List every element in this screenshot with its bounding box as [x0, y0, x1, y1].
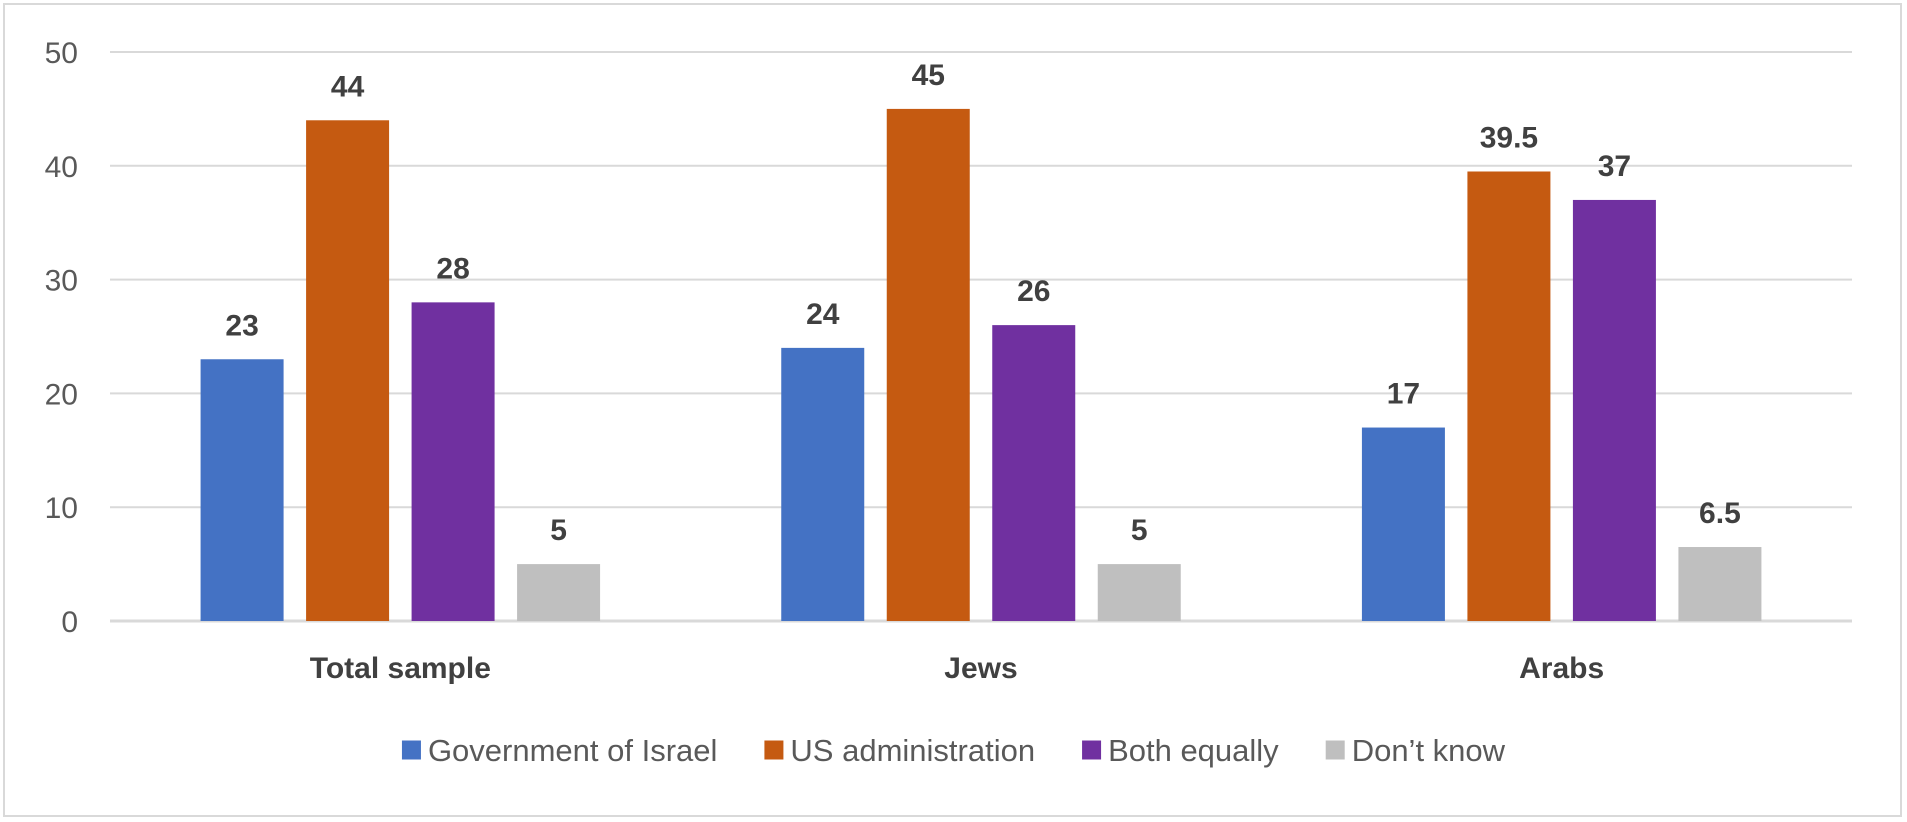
y-tick-label: 30 [45, 265, 78, 298]
x-category-label: Arabs [1519, 652, 1604, 685]
bar [1572, 199, 1656, 621]
bar [1678, 547, 1762, 621]
y-tick-label: 10 [45, 492, 78, 525]
y-tick-label: 0 [61, 606, 78, 639]
data-label: 5 [550, 514, 567, 547]
x-category-label: Jews [944, 652, 1017, 685]
legend-swatch [401, 740, 421, 760]
x-axis-categories: Total sample Jews Arabs [310, 652, 1604, 685]
bar [781, 347, 865, 621]
bar [1361, 427, 1445, 621]
legend-label: Government of Israel [428, 733, 717, 768]
bar [1097, 564, 1181, 621]
y-tick-label: 40 [45, 151, 78, 184]
bar [1467, 171, 1551, 622]
legend-swatch [1082, 740, 1102, 760]
bar [992, 325, 1076, 621]
data-label: 37 [1598, 150, 1631, 183]
data-label: 26 [1017, 275, 1050, 308]
legend-label: US administration [790, 733, 1035, 768]
legend-item: Don’t know [1325, 733, 1506, 768]
data-label: 23 [225, 309, 258, 342]
legend-label: Both equally [1108, 733, 1279, 768]
legend-item: US administration [764, 733, 1035, 768]
data-label: 5 [1131, 514, 1148, 547]
legend-label: Don’t know [1352, 733, 1506, 768]
legend: Government of Israel US administration Bot… [401, 733, 1506, 768]
bar [200, 359, 284, 621]
bar [306, 120, 390, 621]
data-label: 28 [436, 252, 469, 285]
legend-item: Both equally [1082, 733, 1279, 768]
y-tick-label: 20 [45, 378, 78, 411]
legend-swatch [764, 740, 784, 760]
bar [517, 564, 601, 621]
bar [886, 108, 970, 621]
data-label: 6.5 [1699, 497, 1741, 530]
bar [411, 302, 495, 621]
bars [200, 108, 1762, 622]
data-labels: 23 44 28 5 24 45 26 5 17 39.5 37 6.5 [225, 59, 1740, 547]
x-category-label: Total sample [310, 652, 491, 685]
gridlines [110, 51, 1852, 623]
data-label: 44 [331, 70, 365, 103]
legend-swatch [1325, 740, 1345, 760]
data-label: 17 [1387, 378, 1420, 411]
y-axis-ticks: 0 10 20 30 40 50 [45, 37, 78, 639]
data-label: 24 [806, 298, 840, 331]
legend-item: Government of Israel [401, 733, 717, 768]
data-label: 45 [912, 59, 945, 92]
y-tick-label: 50 [45, 37, 78, 70]
data-label: 39.5 [1480, 121, 1538, 154]
